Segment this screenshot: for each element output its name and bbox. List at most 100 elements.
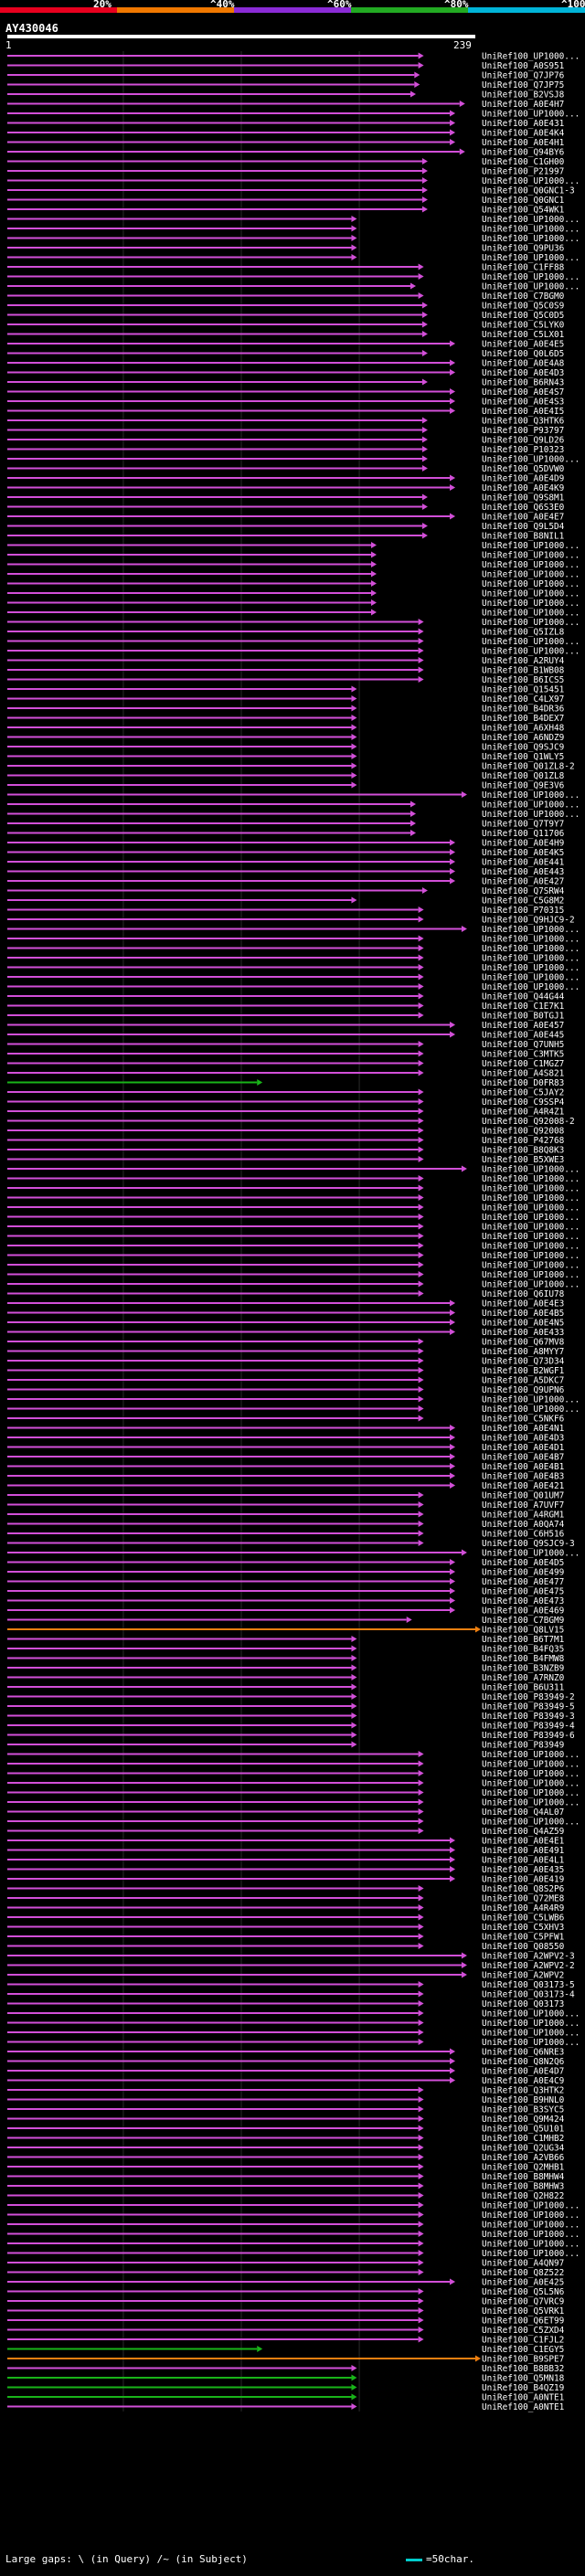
hit-label[interactable]: UniRef100_UP1000... xyxy=(482,541,580,551)
hit-label[interactable]: UniRef100_UP1000... xyxy=(482,109,580,119)
hit-label[interactable]: UniRef100_A8MYY7 xyxy=(482,1347,564,1357)
hit-label[interactable]: UniRef100_Q5IZL8 xyxy=(482,627,565,637)
hit-label[interactable]: UniRef100_UP1000... xyxy=(482,1548,580,1558)
hit-label[interactable]: UniRef100_Q7VRC9 xyxy=(482,2296,565,2306)
hit-label[interactable]: UniRef100_A0E4D5 xyxy=(482,1558,564,1568)
hit-label[interactable]: UniRef100_C1MHB2 xyxy=(482,2134,564,2144)
hit-label[interactable]: UniRef100_A0E4H7 xyxy=(482,100,564,110)
hit-label[interactable]: UniRef100_A0E425 xyxy=(482,2277,564,2287)
hit-label[interactable]: UniRef100_A0E433 xyxy=(482,1328,564,1338)
hit-label[interactable]: UniRef100_UP1000... xyxy=(482,608,580,618)
hit-label[interactable]: UniRef100_UP1000... xyxy=(482,234,580,244)
hit-label[interactable]: UniRef100_UP1000... xyxy=(482,2038,580,2048)
hit-label[interactable]: UniRef100_Q7SRW4 xyxy=(482,886,565,896)
hit-label[interactable]: UniRef100_A0E4S7 xyxy=(482,387,564,398)
hit-label[interactable]: UniRef100_Q0L6D5 xyxy=(482,349,564,359)
hit-label[interactable]: UniRef100_A0S951 xyxy=(482,61,565,71)
hit-label[interactable]: UniRef100_UP1000... xyxy=(482,1270,580,1280)
hit-label[interactable]: UniRef100_Q67MV8 xyxy=(482,1337,565,1347)
hit-label[interactable]: UniRef100_UP1000... xyxy=(482,1260,580,1270)
hit-label[interactable]: UniRef100_Q8LV15 xyxy=(482,1625,564,1635)
hit-label[interactable]: UniRef100_Q9M424 xyxy=(482,2115,565,2125)
hit-label[interactable]: UniRef100_UP1000... xyxy=(482,599,580,609)
hit-label[interactable]: UniRef100_UP1000... xyxy=(482,1788,580,1798)
hit-label[interactable]: UniRef100_UP1000... xyxy=(482,215,580,225)
hit-label[interactable]: UniRef100_A0E4A8 xyxy=(482,358,565,368)
hit-label[interactable]: UniRef100_Q73D34 xyxy=(482,1356,565,1366)
hit-label[interactable]: UniRef100_A0E4B1 xyxy=(482,1462,565,1472)
hit-label[interactable]: UniRef100_A7RNZ0 xyxy=(482,1673,565,1683)
hit-label[interactable]: UniRef100_A0E4D1 xyxy=(482,1443,565,1453)
hit-label[interactable]: UniRef100_A0E4S3 xyxy=(482,397,564,407)
hit-label[interactable]: UniRef100_A2WPV2-2 xyxy=(482,1961,575,1971)
hit-label[interactable]: UniRef100_P83949-4 xyxy=(482,1721,575,1731)
hit-label[interactable]: UniRef100_B6U311 xyxy=(482,1682,565,1692)
hit-label[interactable]: UniRef100_A0E431 xyxy=(482,119,565,129)
hit-label[interactable]: UniRef100_Q8N2Q6 xyxy=(482,2057,565,2067)
hit-label[interactable]: UniRef100_B9SPE7 xyxy=(482,2354,564,2364)
hit-label[interactable]: UniRef100_B8Q8K3 xyxy=(482,1145,564,1155)
hit-label[interactable]: UniRef100_Q03173-4 xyxy=(482,1989,575,1999)
hit-label[interactable]: UniRef100_A0E4C9 xyxy=(482,2076,565,2086)
hit-label[interactable]: UniRef100_Q5L5N6 xyxy=(482,2287,565,2297)
hit-label[interactable]: UniRef100_A0E473 xyxy=(482,1596,564,1606)
hit-label[interactable]: UniRef100_A2VB66 xyxy=(482,2153,565,2163)
hit-label[interactable]: UniRef100_C5LX01 xyxy=(482,330,565,340)
hit-label[interactable]: UniRef100_UP1000... xyxy=(482,2230,580,2240)
hit-label[interactable]: UniRef100_UP1000... xyxy=(482,281,580,292)
hit-label[interactable]: UniRef100_A0E4K5 xyxy=(482,848,564,858)
hit-label[interactable]: UniRef100_UP1000... xyxy=(482,550,580,560)
hit-label[interactable]: UniRef100_C4LX97 xyxy=(482,694,564,705)
hit-label[interactable]: UniRef100_Q54WK1 xyxy=(482,205,565,215)
hit-label[interactable]: UniRef100_UP1000... xyxy=(482,1232,580,1242)
hit-label[interactable]: UniRef100_Q9HJC9-2 xyxy=(482,915,575,925)
hit-label[interactable]: UniRef100_Q9E3V6 xyxy=(482,780,565,790)
hit-label[interactable]: UniRef100_A0E419 xyxy=(482,1874,565,1884)
hit-label[interactable]: UniRef100_UP1000... xyxy=(482,1797,580,1807)
hit-label[interactable]: UniRef100_UP1000... xyxy=(482,1759,580,1769)
hit-label[interactable]: UniRef100_Q9LD26 xyxy=(482,435,565,445)
hit-label[interactable]: UniRef100_A0E427 xyxy=(482,876,564,886)
hit-label[interactable]: UniRef100_B4DR36 xyxy=(482,704,565,714)
hit-label[interactable]: UniRef100_UP1000... xyxy=(482,982,580,992)
hit-label[interactable]: UniRef100_A4S821 xyxy=(482,1068,565,1078)
hit-label[interactable]: UniRef100_B4QZ19 xyxy=(482,2383,565,2393)
hit-label[interactable]: UniRef100_C5NKF6 xyxy=(482,1414,565,1424)
hit-label[interactable]: UniRef100_Q9SJC9-3 xyxy=(482,1539,575,1549)
hit-label[interactable]: UniRef100_Q2UG34 xyxy=(482,2143,565,2153)
hit-label[interactable]: UniRef100_UP1000... xyxy=(482,800,580,810)
hit-label[interactable]: UniRef100_B8MHW4 xyxy=(482,2172,565,2182)
hit-label[interactable]: UniRef100_A0E4D7 xyxy=(482,2066,564,2076)
hit-label[interactable]: UniRef100_D0FR83 xyxy=(482,1078,564,1088)
hit-label[interactable]: UniRef100_C5JAY2 xyxy=(482,1087,564,1097)
hit-label[interactable]: UniRef100_UP1000... xyxy=(482,2249,580,2259)
hit-label[interactable]: UniRef100_Q0GNC1-3 xyxy=(482,186,575,196)
hit-label[interactable]: UniRef100_A0E435 xyxy=(482,1865,564,1875)
hit-label[interactable]: UniRef100_A0E4E5 xyxy=(482,339,564,349)
hit-label[interactable]: UniRef100_UP1000... xyxy=(482,253,580,263)
hit-label[interactable]: UniRef100_Q5C0D5 xyxy=(482,311,564,321)
hit-label[interactable]: UniRef100_UP1000... xyxy=(482,51,580,61)
hit-label[interactable]: UniRef100_C1FJL2 xyxy=(482,2335,564,2345)
hit-label[interactable]: UniRef100_C3MTK5 xyxy=(482,1049,564,1059)
hit-label[interactable]: UniRef100_B6T7M1 xyxy=(482,1635,565,1645)
hit-label[interactable]: UniRef100_C5XHV3 xyxy=(482,1923,564,1933)
hit-label[interactable]: UniRef100_Q92008-2 xyxy=(482,1117,575,1127)
hit-label[interactable]: UniRef100_A0E4D3 xyxy=(482,1433,564,1443)
hit-label[interactable]: UniRef100_UP1000... xyxy=(482,1193,580,1203)
hit-label[interactable]: UniRef100_UP1000... xyxy=(482,790,580,800)
hit-label[interactable]: UniRef100_Q11706 xyxy=(482,829,565,839)
hit-label[interactable]: UniRef100_UP1000... xyxy=(482,1394,580,1405)
hit-label[interactable]: UniRef100_B3NZB9 xyxy=(482,1663,565,1673)
hit-label[interactable]: UniRef100_UP1000... xyxy=(482,579,580,589)
hit-label[interactable]: UniRef100_Q5VRK1 xyxy=(482,2306,565,2316)
hit-label[interactable]: UniRef100_A5DKC7 xyxy=(482,1375,564,1385)
hit-label[interactable]: UniRef100_Q4AZ59 xyxy=(482,1827,565,1837)
hit-label[interactable]: UniRef100_UP1000... xyxy=(482,1183,580,1193)
hit-label[interactable]: UniRef100_UP1000... xyxy=(482,2239,580,2249)
hit-label[interactable]: UniRef100_Q15451 xyxy=(482,684,565,694)
hit-label[interactable]: UniRef100_B3SYC5 xyxy=(482,2104,564,2115)
hit-label[interactable]: UniRef100_Q0GNC1 xyxy=(482,196,565,206)
hit-label[interactable]: UniRef100_C1MGZ7 xyxy=(482,1059,564,1069)
hit-label[interactable]: UniRef100_A0E443 xyxy=(482,867,564,877)
